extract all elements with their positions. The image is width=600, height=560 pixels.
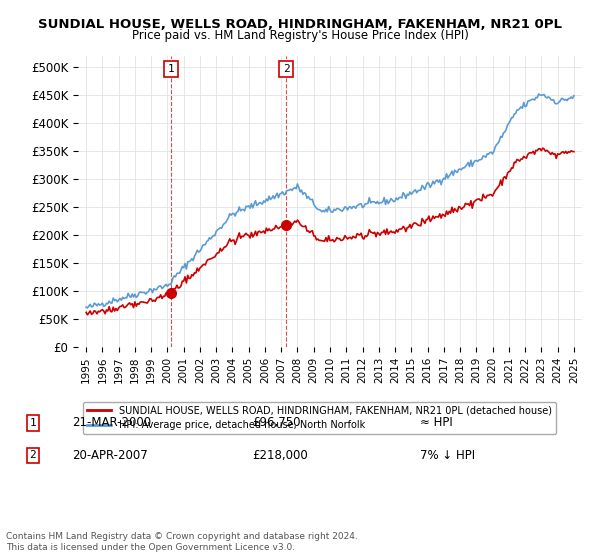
Text: Contains HM Land Registry data © Crown copyright and database right 2024.
This d: Contains HM Land Registry data © Crown c… [6,532,358,552]
Text: 20-APR-2007: 20-APR-2007 [72,449,148,462]
Text: SUNDIAL HOUSE, WELLS ROAD, HINDRINGHAM, FAKENHAM, NR21 0PL: SUNDIAL HOUSE, WELLS ROAD, HINDRINGHAM, … [38,18,562,31]
Text: 21-MAR-2000: 21-MAR-2000 [72,416,151,430]
Text: 2: 2 [283,64,289,74]
Text: ≈ HPI: ≈ HPI [420,416,453,430]
Text: 1: 1 [167,64,175,74]
Text: £218,000: £218,000 [252,449,308,462]
Text: 7% ↓ HPI: 7% ↓ HPI [420,449,475,462]
Text: Price paid vs. HM Land Registry's House Price Index (HPI): Price paid vs. HM Land Registry's House … [131,29,469,42]
Text: 2: 2 [29,450,37,460]
Legend: SUNDIAL HOUSE, WELLS ROAD, HINDRINGHAM, FAKENHAM, NR21 0PL (detached house), HPI: SUNDIAL HOUSE, WELLS ROAD, HINDRINGHAM, … [83,402,556,434]
Text: £96,750: £96,750 [252,416,301,430]
Text: 1: 1 [29,418,37,428]
